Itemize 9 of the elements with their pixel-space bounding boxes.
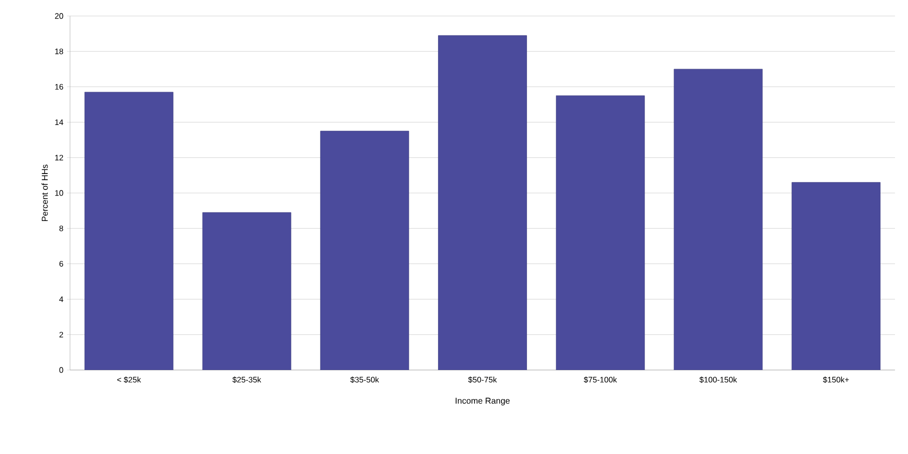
y-axis-title: Percent of HHs	[42, 164, 48, 222]
x-axis-title: Income Range	[456, 398, 510, 406]
bar	[792, 182, 880, 370]
bar	[556, 95, 645, 370]
bar	[84, 92, 174, 370]
bar	[674, 68, 763, 370]
bar	[320, 130, 410, 370]
bar	[438, 35, 527, 370]
bar	[202, 212, 292, 370]
